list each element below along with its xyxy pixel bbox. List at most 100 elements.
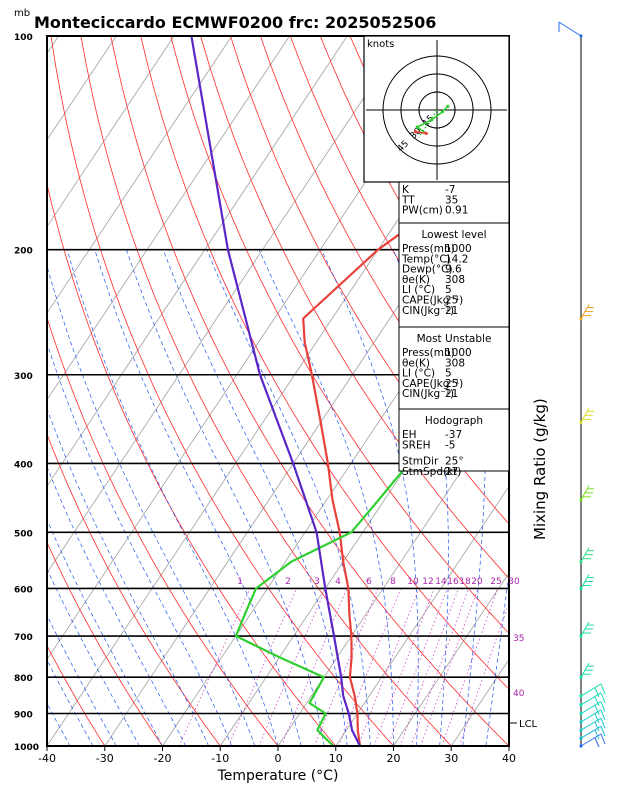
indices-section-header: Most Unstable bbox=[417, 333, 492, 345]
wind-barb bbox=[558, 21, 582, 37]
dry-adiabat bbox=[110, 36, 509, 746]
dry-adiabat bbox=[170, 36, 509, 634]
pressure-tick-label: 300 bbox=[14, 372, 33, 382]
dry-adiabat bbox=[47, 644, 106, 746]
indices-row-value: 25° bbox=[445, 456, 464, 468]
dry-adiabat bbox=[260, 36, 509, 472]
dry-adiabat bbox=[230, 36, 509, 525]
indices-row-label: SREH bbox=[402, 439, 431, 451]
indices-row-value: -7 bbox=[445, 184, 455, 196]
mixing-ratio-label: 16 bbox=[447, 577, 459, 587]
hodograph-point bbox=[415, 125, 419, 129]
indices-row-label: CIN(Jkg⁻¹) bbox=[402, 305, 454, 317]
dry-adiabat bbox=[140, 36, 509, 690]
wind-barb-feather bbox=[594, 705, 600, 715]
pressure-tick-label: 500 bbox=[14, 529, 33, 539]
wind-barb bbox=[580, 485, 594, 501]
wind-barb-feather bbox=[600, 717, 606, 729]
indices-row-value: 1000 bbox=[445, 243, 472, 255]
dry-adiabat bbox=[80, 36, 452, 746]
mixing-ratio-label: 30 bbox=[508, 577, 520, 587]
indices-box bbox=[398, 181, 510, 224]
indices-row-label: LI (°C) bbox=[402, 368, 435, 380]
wind-barb-feather bbox=[600, 726, 606, 737]
mixing-ratio-line bbox=[178, 588, 251, 746]
dry-adiabat bbox=[200, 36, 509, 579]
adiabat-label: 35 bbox=[513, 634, 524, 644]
indices-row-label: K bbox=[402, 184, 410, 196]
indices-section-header: Hodograph bbox=[425, 415, 483, 427]
pressure-tick-label: 600 bbox=[14, 585, 33, 595]
indices-row-label: CAPE(Jkg⁻¹) bbox=[402, 295, 463, 307]
x-tick-label: 10 bbox=[329, 752, 343, 765]
x-tick-label: -30 bbox=[96, 752, 114, 765]
storm-motion-vector bbox=[418, 109, 438, 138]
indices-row-value: 25 bbox=[445, 295, 458, 307]
wind-barb bbox=[580, 692, 606, 707]
dry-adiabat bbox=[47, 433, 221, 746]
mixing-ratio-label: 4 bbox=[335, 577, 341, 587]
pressure-tick-label: 100 bbox=[14, 33, 33, 43]
indices-row-label: Press(mb) bbox=[402, 243, 455, 255]
moist-adiabat bbox=[485, 570, 509, 746]
x-tick-label: 30 bbox=[444, 752, 458, 765]
hodograph-point bbox=[430, 118, 434, 122]
dry-adiabat bbox=[589, 36, 618, 746]
x-tick-label: 0 bbox=[275, 752, 282, 765]
isotherm-line bbox=[393, 572, 509, 746]
isotherm-line bbox=[47, 36, 348, 487]
x-tick-label: -10 bbox=[211, 752, 229, 765]
isotherm-line bbox=[47, 36, 406, 574]
isotherm-line bbox=[47, 36, 175, 228]
moist-adiabat bbox=[47, 519, 163, 746]
mixing-ratio-label: 1 bbox=[237, 577, 243, 587]
indices-row-label: StmDir bbox=[402, 456, 439, 468]
x-axis-label: Temperature (°C) bbox=[217, 768, 339, 784]
background-grid bbox=[47, 36, 618, 746]
pressure-tick-label: 700 bbox=[14, 633, 33, 643]
indices-row-value: 308 bbox=[445, 357, 465, 369]
moist-adiabat bbox=[47, 466, 186, 746]
hodograph-point bbox=[424, 131, 428, 135]
indices-row-value: 9.6 bbox=[445, 264, 462, 276]
mixing-ratio-line bbox=[459, 601, 509, 746]
moist-adiabat bbox=[47, 264, 256, 746]
wind-barb-feather bbox=[600, 683, 606, 695]
mixing-ratio-label: 12 bbox=[422, 577, 433, 587]
hodograph-point bbox=[446, 104, 450, 108]
wind-barb-feather bbox=[594, 729, 600, 740]
lcl-label: LCL bbox=[519, 719, 538, 730]
indices-row-value: 21 bbox=[445, 388, 458, 400]
mixing-ratio-label: 18 bbox=[459, 577, 471, 587]
indices-row-value: 5 bbox=[445, 368, 452, 380]
wind-barb-feather bbox=[594, 737, 600, 748]
temperature-line bbox=[302, 153, 509, 746]
indices-row-label: PW(cm) bbox=[402, 205, 443, 217]
moist-adiabat bbox=[47, 614, 117, 746]
chart-title: Monteciccardo ECMWF0200 frc: 2025052506 bbox=[34, 13, 436, 32]
indices-row-value: 5 bbox=[445, 284, 452, 296]
indices-row-label: θe(K) bbox=[402, 357, 430, 369]
indices-row-value: 27 bbox=[445, 466, 458, 478]
hodograph-units: knots bbox=[367, 39, 394, 50]
indices-box bbox=[398, 222, 510, 328]
pressure-tick-label: 1000 bbox=[14, 743, 39, 753]
isotherm-line bbox=[47, 36, 233, 314]
dry-adiabat bbox=[530, 36, 618, 746]
x-tick-label: -40 bbox=[38, 752, 56, 765]
hodograph-panel: knots 153045 bbox=[363, 35, 510, 183]
x-tick-label: 20 bbox=[387, 752, 401, 765]
moist-adiabat bbox=[47, 342, 233, 746]
wind-barb-feather bbox=[600, 692, 606, 704]
dry-adiabat bbox=[560, 36, 618, 746]
wind-barb bbox=[580, 547, 594, 562]
mixing-ratio-label: 25 bbox=[490, 577, 501, 587]
indices-row-value: 0.91 bbox=[445, 205, 468, 217]
moist-adiabat bbox=[206, 249, 371, 746]
wind-barb-feather bbox=[600, 701, 606, 712]
indices-row-value: 14.2 bbox=[445, 253, 468, 265]
indices-row-value: -37 bbox=[445, 429, 462, 441]
isotherm-line bbox=[508, 745, 509, 746]
